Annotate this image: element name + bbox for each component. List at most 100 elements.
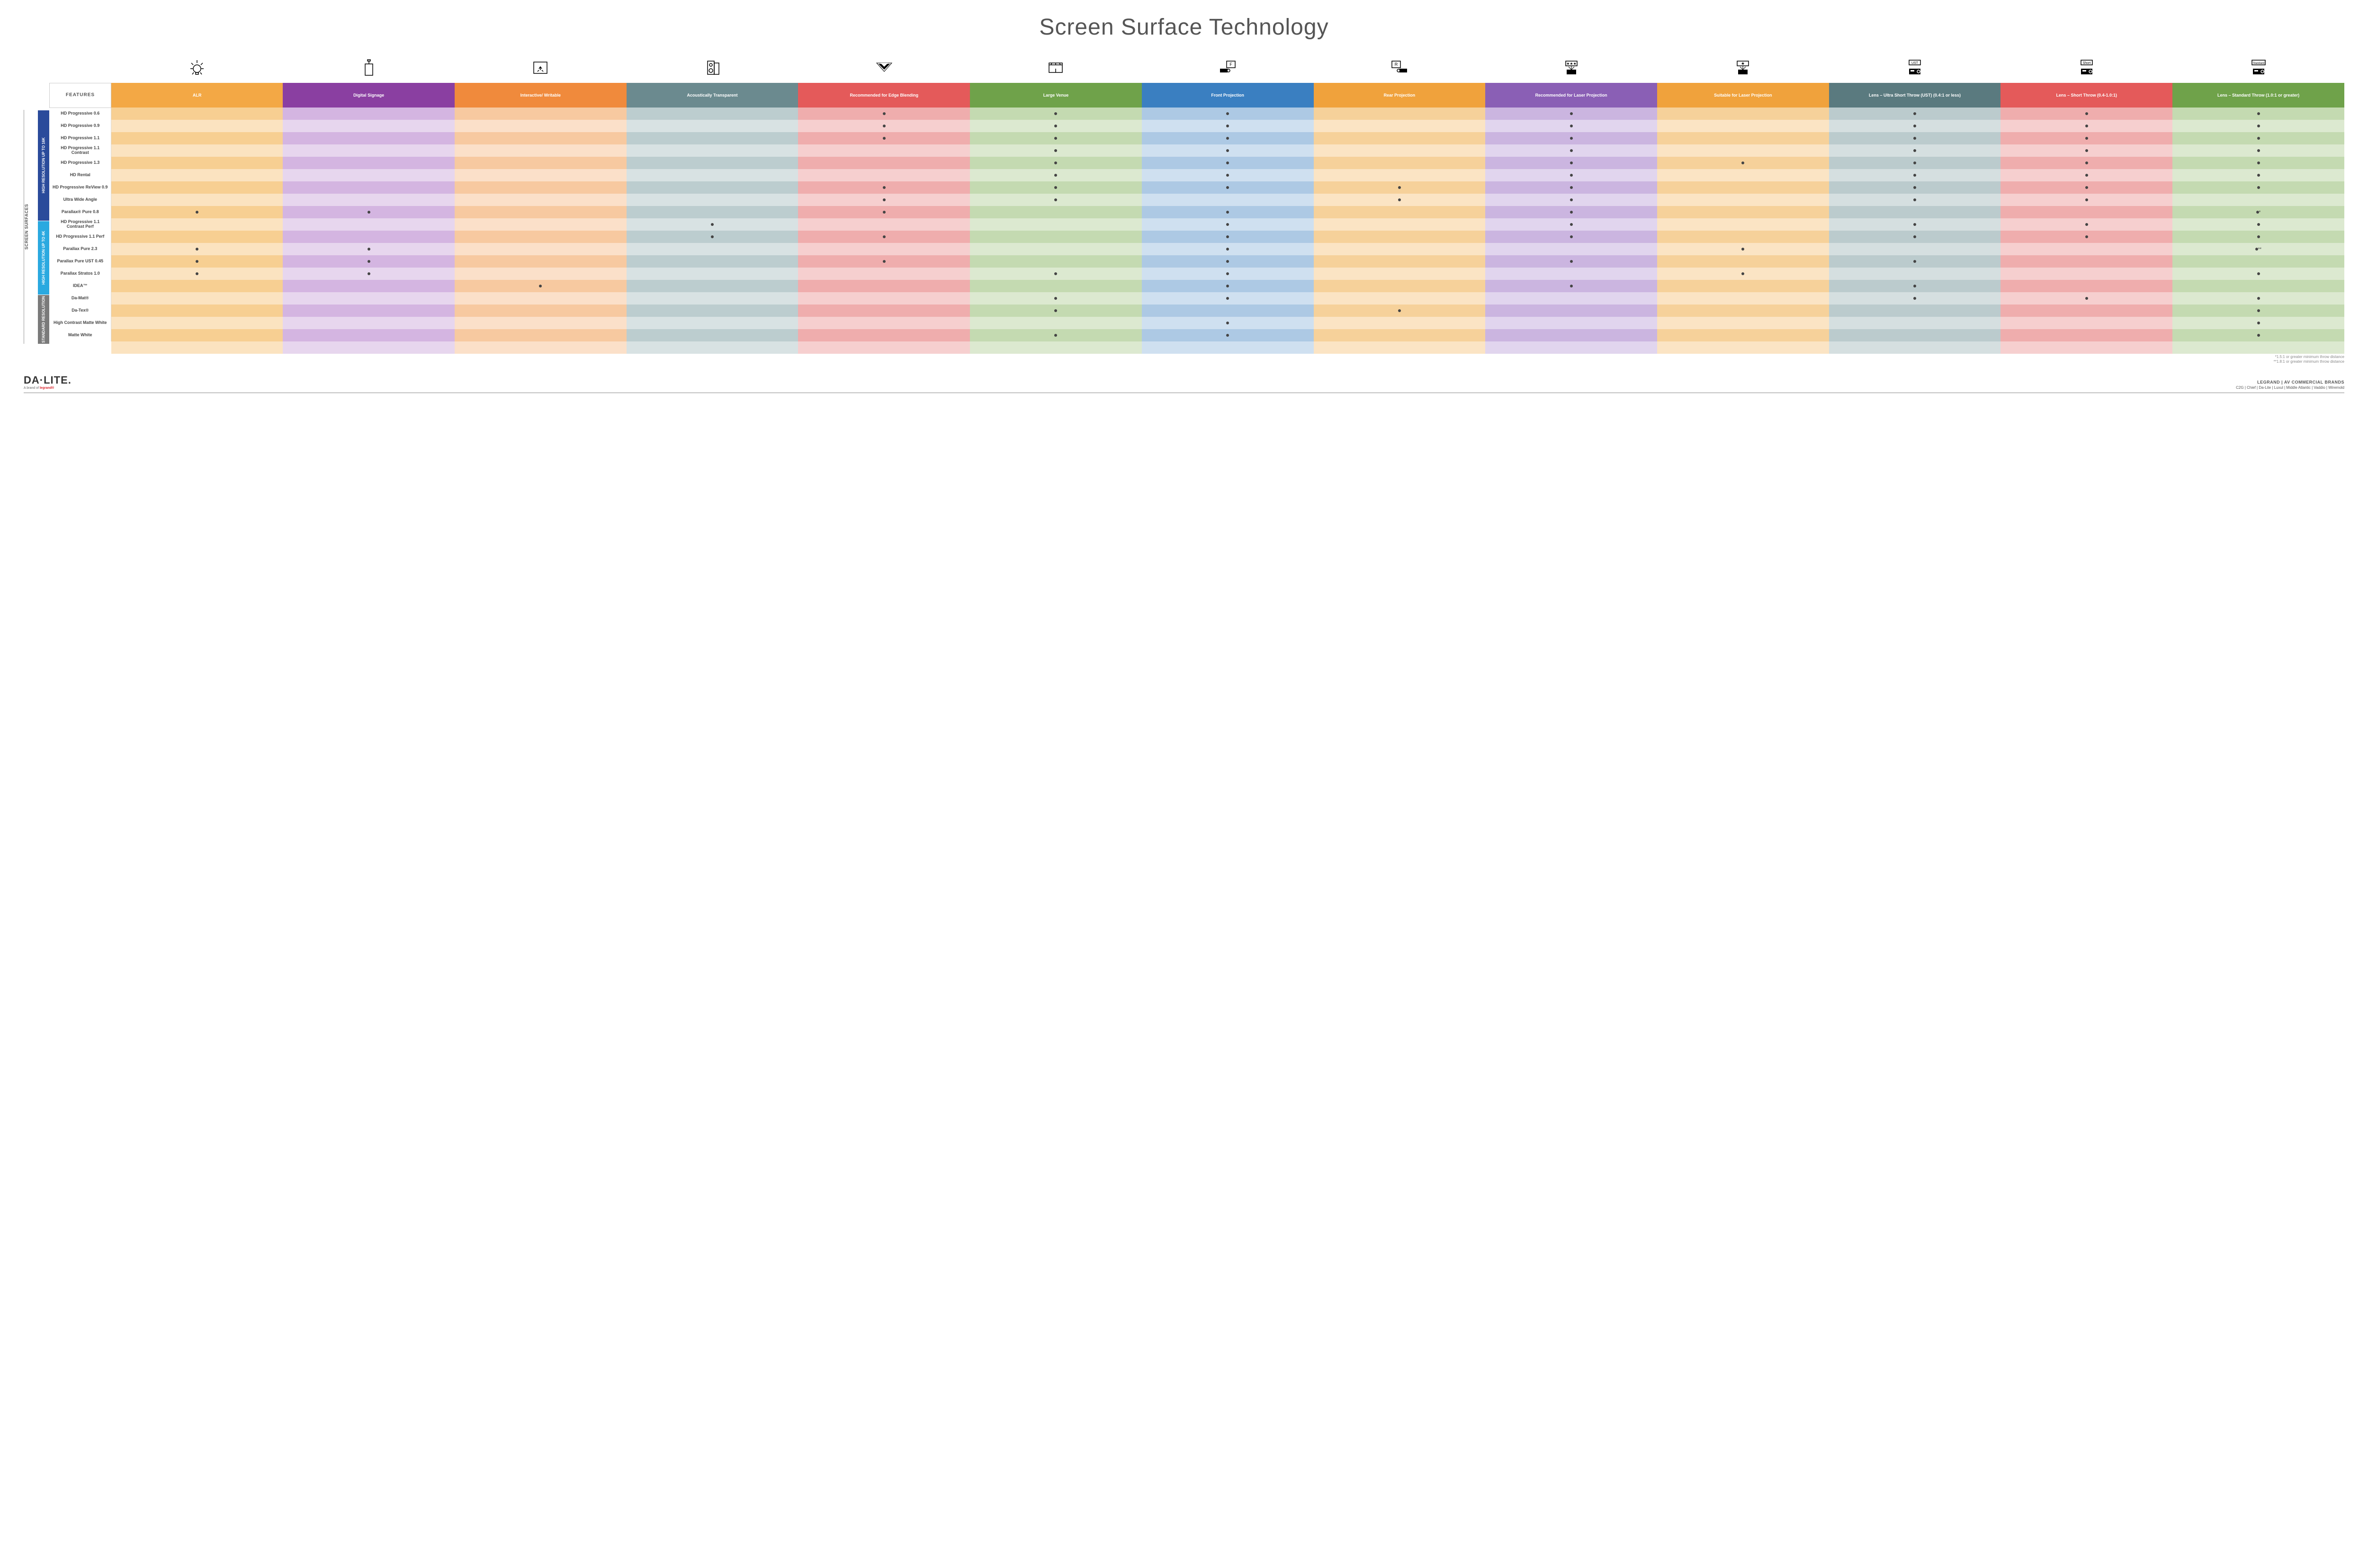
cell: [627, 132, 798, 144]
svg-text:Standard: Standard: [2252, 62, 2264, 65]
cell: [627, 243, 798, 255]
side-axis-label: SCREEN SURFACES: [24, 110, 38, 344]
cell: [1314, 292, 1486, 305]
cell: [455, 206, 627, 218]
front-icon: F: [1142, 54, 1314, 83]
cell: [1485, 132, 1657, 144]
cell: [2172, 292, 2344, 305]
cell: [111, 132, 283, 144]
cell: [455, 194, 627, 206]
cell: [1314, 231, 1486, 243]
cell: [283, 181, 455, 194]
std-icon: Standard: [2172, 54, 2344, 83]
cell: [798, 218, 970, 231]
dsig-icon: [283, 54, 455, 83]
cell: [1485, 206, 1657, 218]
cell: [1314, 144, 1486, 157]
cell: [1142, 317, 1314, 329]
cell: [283, 317, 455, 329]
cell: [2172, 181, 2344, 194]
cell: [1314, 268, 1486, 280]
cell: [111, 231, 283, 243]
table-row: HD Progressive 0.9: [50, 120, 2345, 132]
cell: [1142, 305, 1314, 317]
cell: [1314, 157, 1486, 169]
cell: [455, 231, 627, 243]
cell: [1314, 169, 1486, 181]
cell: [627, 206, 798, 218]
cell: [1829, 194, 2001, 206]
cell: [1314, 305, 1486, 317]
cell: [798, 157, 970, 169]
cell: [627, 120, 798, 132]
cell: [1829, 317, 2001, 329]
cell: [1829, 243, 2001, 255]
cell: [111, 194, 283, 206]
cell: [1829, 218, 2001, 231]
cell: [1142, 169, 1314, 181]
cell: [1314, 218, 1486, 231]
cell: [2000, 317, 2172, 329]
cell: [1829, 329, 2001, 341]
cell: [283, 157, 455, 169]
cell: [1142, 255, 1314, 268]
cell: [2000, 268, 2172, 280]
cell: [2172, 144, 2344, 157]
table-row: Da-Mat®: [50, 292, 2345, 305]
col-header-std: Lens – Standard Throw (1.0:1 or greater): [2172, 83, 2344, 108]
feature-grid: FR★★★★USTShortStandardFEATURESALRDigital…: [49, 54, 2344, 354]
cell: [283, 206, 455, 218]
row-label: Ultra Wide Angle: [50, 194, 111, 206]
table-row: HD Progressive 1.1: [50, 132, 2345, 144]
cell: [627, 305, 798, 317]
cell: [1657, 157, 1829, 169]
cell: [1485, 255, 1657, 268]
cell: [111, 144, 283, 157]
cell: [2172, 329, 2344, 341]
cell: [111, 157, 283, 169]
cell: [970, 292, 1142, 305]
cell: [2172, 194, 2344, 206]
cell: [1657, 206, 1829, 218]
cell: [1142, 280, 1314, 292]
category-label: HIGH RESOLUTION UP TO 16K: [38, 110, 49, 221]
col-header-rlaser: Recommended for Laser Projection: [1485, 83, 1657, 108]
cell: [1657, 292, 1829, 305]
cell: [455, 132, 627, 144]
cell: [798, 255, 970, 268]
cell: [283, 194, 455, 206]
cell: [1314, 132, 1486, 144]
cell: [1657, 231, 1829, 243]
row-label: HD Progressive 0.9: [50, 120, 111, 132]
row-label: High Contrast Matte White: [50, 317, 111, 329]
row-label: Parallax® Pure 0.8: [50, 206, 111, 218]
cell: [283, 255, 455, 268]
svg-text:Short: Short: [2082, 62, 2090, 65]
row-label: HD Rental: [50, 169, 111, 181]
cell: [1314, 329, 1486, 341]
cell: [455, 218, 627, 231]
cell: [1142, 329, 1314, 341]
col-header-edge: Recommended for Edge Blending: [798, 83, 970, 108]
category-label: HIGH RESOLUTION UP TO 4K: [38, 221, 49, 295]
cell: [970, 194, 1142, 206]
table-row: Ultra Wide Angle: [50, 194, 2345, 206]
cell: [1314, 108, 1486, 120]
table-row: High Contrast Matte White: [50, 317, 2345, 329]
row-label: Parallax Pure UST 0.45: [50, 255, 111, 268]
cell: [1657, 243, 1829, 255]
cell: [1657, 169, 1829, 181]
cell: [1657, 280, 1829, 292]
cell: [970, 231, 1142, 243]
cell: [2000, 181, 2172, 194]
cell: [1314, 206, 1486, 218]
table-row: IDEA™: [50, 280, 2345, 292]
cell: [627, 181, 798, 194]
cell: [970, 132, 1142, 144]
col-header-acou: Acoustically Transparent: [627, 83, 798, 108]
row-label: HD Progressive 0.6: [50, 108, 111, 120]
table-row: HD Progressive 1.1 Perf: [50, 231, 2345, 243]
logo: DA·LITE.: [24, 374, 72, 386]
cell: [627, 231, 798, 243]
svg-text:R: R: [1395, 62, 1398, 67]
